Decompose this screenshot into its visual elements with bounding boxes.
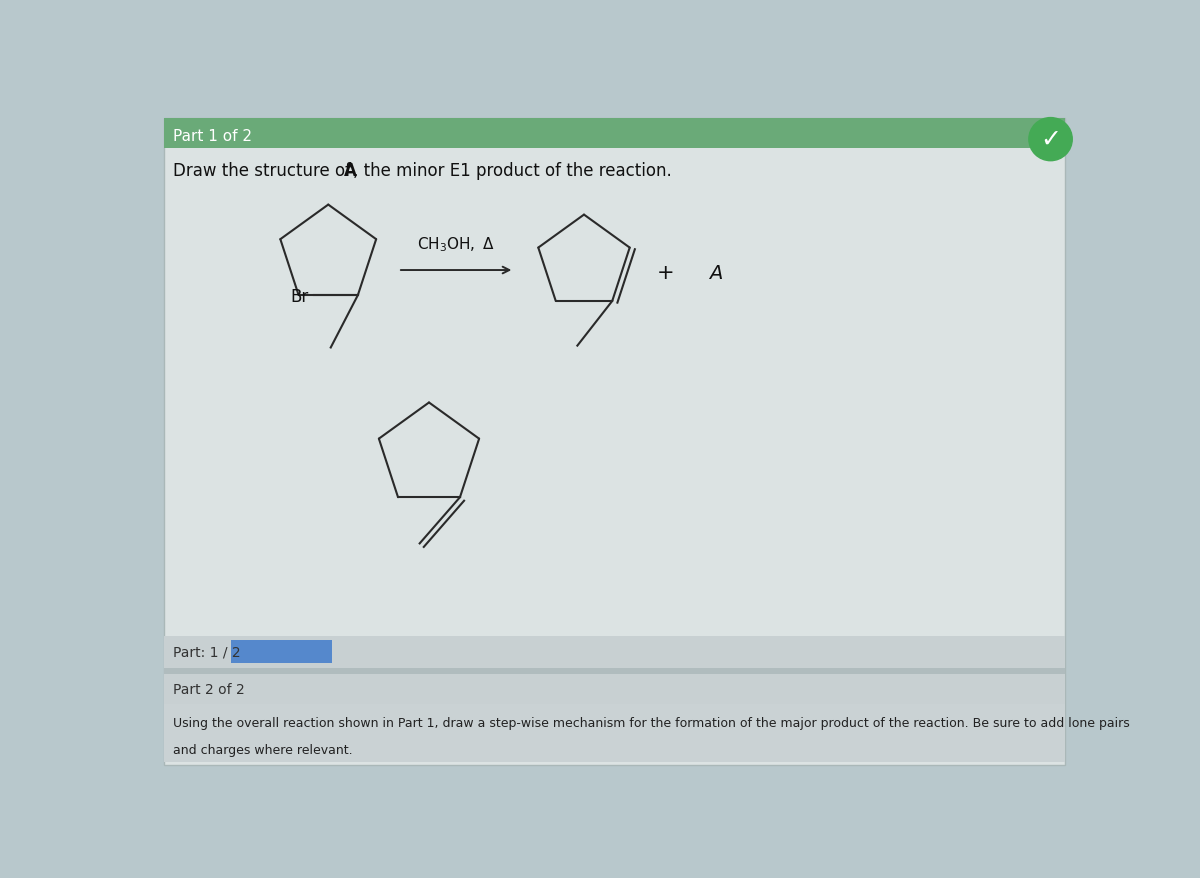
Text: and charges where relevant.: and charges where relevant. — [173, 744, 353, 756]
Text: Part 2 of 2: Part 2 of 2 — [173, 682, 245, 696]
FancyBboxPatch shape — [164, 119, 1064, 766]
Text: , the minor E1 product of the reaction.: , the minor E1 product of the reaction. — [353, 162, 672, 180]
Text: Part 1 of 2: Part 1 of 2 — [173, 129, 252, 144]
Text: +: + — [656, 263, 674, 283]
Text: $\mathregular{CH_3OH,\ \Delta}$: $\mathregular{CH_3OH,\ \Delta}$ — [418, 235, 496, 254]
FancyBboxPatch shape — [164, 674, 1064, 704]
Text: Br: Br — [290, 288, 308, 306]
FancyBboxPatch shape — [164, 119, 1064, 148]
Text: Draw the structure of: Draw the structure of — [173, 162, 356, 180]
Text: A: A — [709, 263, 722, 283]
FancyBboxPatch shape — [164, 636, 1064, 668]
Text: Using the overall reaction shown in Part 1, draw a step-wise mechanism for the f: Using the overall reaction shown in Part… — [173, 716, 1130, 729]
Text: ✓: ✓ — [1040, 128, 1061, 152]
FancyBboxPatch shape — [232, 640, 332, 663]
Text: A: A — [343, 162, 356, 180]
FancyBboxPatch shape — [164, 704, 1064, 762]
FancyBboxPatch shape — [164, 668, 1064, 674]
Text: Part: 1 / 2: Part: 1 / 2 — [173, 645, 241, 659]
Circle shape — [1028, 119, 1073, 162]
